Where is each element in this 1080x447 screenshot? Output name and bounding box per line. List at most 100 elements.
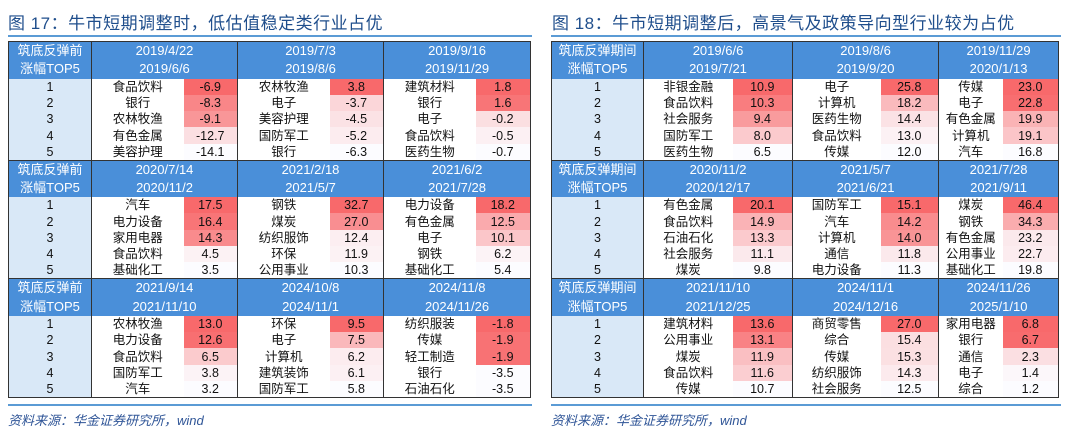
rank-cell: 2: [8, 94, 92, 112]
period-end: 2020/12/17: [643, 178, 794, 198]
table-row: 3 石油石化 13.3 计算机 14.0 有色金属 23.2: [551, 229, 1060, 247]
rank-cell: 1: [551, 197, 644, 214]
industry-name: 社会服务: [643, 246, 733, 263]
industry-name: 社会服务: [643, 111, 733, 128]
industry-name: 有色金属: [383, 213, 476, 230]
return-value: 46.4: [1002, 197, 1060, 214]
return-value: 15.1: [880, 197, 940, 214]
industry-name: 汽车: [792, 213, 881, 230]
industry-name: 电子: [792, 78, 881, 95]
industry-name: 电子: [938, 94, 1003, 112]
rank-cell: 1: [551, 78, 644, 95]
industry-name: 石油石化: [643, 229, 733, 247]
row-label: 涨幅TOP5: [8, 297, 92, 316]
period-start: 2019/9/16: [383, 41, 532, 60]
return-value: -6.3: [329, 143, 385, 161]
table-row: 3 食品饮料 6.5 计算机 6.2 轻工制造 -1.9: [8, 348, 532, 365]
table-row: 5 医药生物 6.5 传媒 12.0 汽车 16.8: [551, 143, 1060, 161]
industry-name: 电子: [383, 229, 476, 247]
rank-cell: 4: [551, 127, 644, 144]
rank-cell: 5: [8, 143, 92, 161]
rank-cell: 2: [551, 332, 644, 349]
industry-name: 传媒: [643, 381, 733, 399]
industry-table: 筑底反弹前 2019/4/22 2019/7/3 2019/9/16 涨幅TOP5 201…: [8, 41, 532, 399]
rank-cell: 3: [8, 111, 92, 128]
return-value: 22.8: [1002, 94, 1060, 112]
period-end: 2024/11/26: [383, 297, 532, 316]
industry-name: 计算机: [938, 127, 1003, 144]
return-value: 14.3: [183, 229, 238, 247]
industry-name: 食品饮料: [91, 78, 184, 95]
industry-name: 公用事业: [237, 262, 330, 280]
industry-name: 公用事业: [643, 332, 733, 349]
figure-title: 图 17：牛市短期调整时，低估值稳定类行业占优: [8, 14, 384, 33]
table-row: 1 建筑材料 13.6 商贸零售 27.0 家用电器 6.8: [551, 315, 1060, 333]
period-end: 2021/9/11: [938, 178, 1060, 198]
return-value: -1.9: [475, 348, 532, 365]
bottom-divider: [551, 404, 1061, 406]
period-end: 2020/1/13: [938, 60, 1060, 79]
industry-name: 计算机: [237, 348, 330, 365]
rank-cell: 1: [551, 315, 644, 333]
return-value: -12.7: [183, 127, 238, 144]
industry-name: 钢铁: [938, 213, 1003, 230]
industry-name: 银行: [383, 364, 476, 382]
period-header-row: 筑底反弹前 2020/7/14 2021/2/18 2021/6/2: [8, 160, 532, 179]
return-value: 13.0: [183, 315, 238, 333]
rank-cell: 1: [8, 315, 92, 333]
return-value: 7.5: [329, 332, 385, 349]
return-value: -1.9: [475, 332, 532, 349]
industry-name: 电子: [938, 364, 1003, 382]
industry-name: 汽车: [91, 381, 184, 399]
rank-cell: 5: [8, 262, 92, 280]
row-label: 涨幅TOP5: [8, 60, 92, 79]
return-value: 1.8: [475, 78, 532, 95]
industry-name: 传媒: [938, 78, 1003, 95]
return-value: 1.2: [1002, 381, 1060, 399]
rank-cell: 5: [8, 381, 92, 399]
industry-table: 筑底反弹期间 2019/6/6 2019/8/6 2019/11/29 涨幅TOP5 20…: [551, 41, 1060, 399]
period-header-row: 涨幅TOP5 2020/12/17 2021/6/21 2021/9/11: [551, 178, 1060, 198]
table-row: 2 公用事业 13.1 综合 15.4 银行 6.7: [551, 332, 1060, 349]
return-value: 9.8: [732, 262, 794, 280]
industry-name: 传媒: [792, 348, 881, 365]
table-row: 4 国防军工 8.0 食品饮料 13.0 计算机 19.1: [551, 127, 1060, 144]
return-value: 8.0: [732, 127, 794, 144]
return-value: 9.5: [329, 315, 385, 333]
industry-name: 轻工制造: [383, 348, 476, 365]
return-value: 14.2: [880, 213, 940, 230]
return-value: 20.1: [732, 197, 794, 214]
return-value: 23.0: [1002, 78, 1060, 95]
period-end: 2024/12/16: [792, 297, 940, 316]
industry-name: 国防军工: [643, 127, 733, 144]
industry-name: 食品饮料: [792, 127, 881, 144]
figure-17: 图 17：牛市短期调整时，低估值稳定类行业占优 筑底反弹前 2019/4/22 20…: [8, 14, 532, 428]
period-end: 2021/11/10: [91, 297, 238, 316]
rank-cell: 5: [551, 143, 644, 161]
row-label: 涨幅TOP5: [551, 178, 644, 198]
industry-name: 国防军工: [792, 197, 881, 214]
industry-name: 传媒: [383, 332, 476, 349]
return-value: -9.1: [183, 111, 238, 128]
return-value: 14.9: [732, 213, 794, 230]
table-row: 5 基础化工 3.5 公用事业 10.3 基础化工 5.4: [8, 262, 532, 280]
return-value: -3.5: [475, 381, 532, 399]
return-value: 6.2: [329, 348, 385, 365]
return-value: 11.6: [732, 364, 794, 382]
table-row: 3 煤炭 11.9 传媒 15.3 通信 2.3: [551, 348, 1060, 365]
figure-title: 图 18：牛市短期调整后，高景气及政策导向型行业较为占优: [552, 14, 1015, 33]
industry-name: 食品饮料: [383, 127, 476, 144]
table-row: 3 家用电器 14.3 纺织服饰 12.4 电子 10.1: [8, 229, 532, 247]
industry-name: 银行: [938, 332, 1003, 349]
period-end: 2019/9/20: [792, 60, 940, 79]
table-row: 1 食品饮料 -6.9 农林牧渔 3.8 建筑材料 1.8: [8, 78, 532, 95]
return-value: 11.9: [732, 348, 794, 365]
return-value: 12.6: [183, 332, 238, 349]
rank-cell: 2: [551, 213, 644, 230]
source-note: 资料来源：华金证券研究所，wind: [8, 413, 204, 428]
return-value: 6.2: [475, 246, 532, 263]
period-header-row: 涨幅TOP5 2021/12/25 2024/12/16 2025/1/10: [551, 297, 1060, 316]
industry-name: 通信: [792, 246, 881, 263]
industry-name: 家用电器: [91, 229, 184, 247]
period-header-row: 筑底反弹期间 2020/11/2 2021/5/7 2021/7/28: [551, 160, 1060, 179]
